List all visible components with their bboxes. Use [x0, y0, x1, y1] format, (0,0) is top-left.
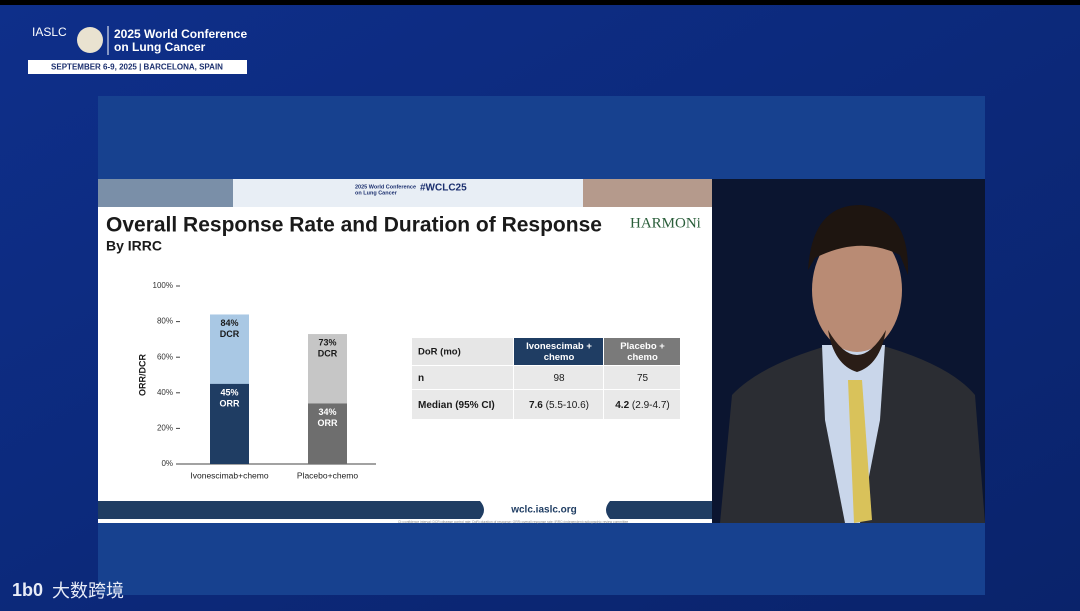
conference: 2025 World Conference: [114, 27, 247, 41]
slide-subtitle: By IRRC: [106, 238, 162, 254]
cell-text: 98: [553, 373, 565, 384]
y-tick-label: 0%: [161, 459, 173, 468]
header-text: chemo: [544, 352, 575, 363]
cell-bold: 7.6: [529, 400, 543, 411]
cell-text: 7.6 (5.5-10.6): [529, 400, 589, 411]
header-cell: [514, 338, 603, 365]
header-text: Ivonescimab +: [526, 341, 592, 352]
x-tick-label: Ivonescimab+chemo: [190, 470, 268, 480]
banner-conference: 2025 World Conference: [355, 184, 416, 190]
watermark-logo: 1b0: [12, 580, 43, 600]
header-cell: [412, 338, 513, 365]
series-label: ORR: [220, 398, 241, 408]
series-label: DCR: [318, 348, 338, 358]
footer-url: wclc.iaslc.org: [510, 505, 577, 516]
table-cell: [604, 366, 680, 389]
series-label: ORR: [318, 418, 339, 428]
cell-bold: 4.2: [615, 400, 629, 411]
cell-rest: 75: [637, 373, 649, 384]
y-tick-label: 60%: [157, 352, 173, 361]
date-box: [28, 60, 247, 74]
bar: [308, 403, 347, 464]
speaker-hair: [808, 205, 909, 275]
bar: [210, 383, 249, 464]
table-cell: [514, 366, 603, 389]
speaker-tie: [848, 380, 872, 523]
y-tick-label: 80%: [157, 317, 173, 326]
footnote: CI=confidence interval; DCR=disease cont…: [398, 520, 628, 524]
cell-rest: 98: [553, 373, 565, 384]
cell-rest: (5.5-10.6): [543, 400, 589, 411]
value-label: 84%: [220, 318, 238, 328]
table-cell: [412, 366, 513, 389]
cell-text: Median (95% CI): [418, 400, 495, 411]
x-tick-label: Placebo+chemo: [297, 470, 358, 480]
top-strip: [0, 0, 1080, 5]
series-label: DCR: [220, 329, 240, 339]
y-tick-label: 40%: [157, 388, 173, 397]
conference: on Lung Cancer: [114, 40, 206, 54]
cell-rest: (2.9-4.7): [629, 400, 670, 411]
y-tick-label: 20%: [157, 424, 173, 433]
footer-bar: [606, 501, 712, 519]
banner-conference: on Lung Cancer: [355, 190, 398, 196]
table-cell: [514, 390, 603, 419]
banner-hashtag: #WCLC25: [420, 183, 467, 194]
header-text: DoR (mo): [418, 347, 461, 358]
y-axis-label: ORR/DCR: [137, 354, 147, 396]
org: IASLC: [32, 25, 67, 39]
header-text: Placebo +: [620, 341, 665, 352]
value-label: 45%: [220, 387, 238, 397]
header-cell: [604, 338, 680, 365]
y-tick-label: 100%: [153, 281, 173, 290]
cell-text: 4.2 (2.9-4.7): [615, 400, 669, 411]
banner-photo: [583, 179, 712, 207]
speaker-beard: [828, 330, 886, 372]
logo-icon: [77, 27, 103, 53]
footer-bar: [98, 501, 484, 519]
slide-title: Overall Response Rate and Duration of Re…: [106, 214, 602, 237]
dates: SEPTEMBER 6-9, 2025 | BARCELONA, SPAIN: [51, 63, 223, 72]
value-label: 34%: [318, 407, 336, 417]
header-text: chemo: [627, 352, 658, 363]
table-cell: [604, 390, 680, 419]
cell-text: 75: [637, 373, 649, 384]
cell-text: n: [418, 373, 424, 384]
watermark: 大数跨境: [52, 581, 124, 601]
banner-photo: [98, 179, 233, 207]
table-cell: [412, 390, 513, 419]
cell-bold: n: [418, 373, 424, 384]
cell-bold: Median (95% CI): [418, 400, 495, 411]
trial-logo: HARMONi: [630, 215, 701, 231]
speaker-head: [812, 228, 902, 352]
value-label: 73%: [318, 337, 336, 347]
